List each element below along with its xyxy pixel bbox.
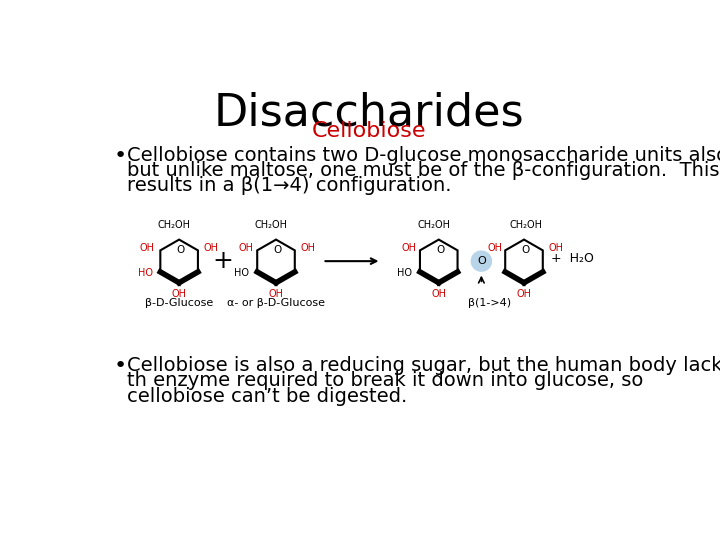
Text: •: • [113,356,127,376]
Text: O: O [274,245,282,255]
Text: OH: OH [548,243,563,253]
Circle shape [472,251,492,271]
Text: OH: OH [238,243,253,253]
Text: results in a β(1→4) configuration.: results in a β(1→4) configuration. [127,177,451,195]
Text: CH₂OH: CH₂OH [255,220,288,231]
Text: OH: OH [140,243,155,253]
Text: +: + [213,249,234,273]
Text: HO: HO [397,268,413,279]
Text: OH: OH [203,243,218,253]
Text: OH: OH [171,289,186,299]
Text: •: • [113,146,127,166]
Text: CH₂OH: CH₂OH [418,220,451,231]
Text: α- or β-D-Glucose: α- or β-D-Glucose [227,298,325,308]
Text: O: O [176,245,185,255]
Text: CH₂OH: CH₂OH [509,220,542,231]
Text: O: O [477,256,486,266]
Text: Cellobiose: Cellobiose [312,121,426,141]
Text: HO: HO [138,268,153,279]
Text: CH₂OH: CH₂OH [158,220,191,231]
Text: β(1->4): β(1->4) [467,298,510,308]
Text: OH: OH [488,243,503,253]
Text: O: O [521,245,530,255]
Text: HO: HO [235,268,249,279]
Text: OH: OH [401,243,416,253]
Text: OH: OH [300,243,315,253]
Text: but unlike maltose, one must be of the β-configuration.  This: but unlike maltose, one must be of the β… [127,161,720,180]
Text: +  H₂O: + H₂O [551,252,593,265]
Text: OH: OH [269,289,284,299]
Text: th enzyme required to break it down into glucose, so: th enzyme required to break it down into… [127,372,644,390]
Text: Disaccharides: Disaccharides [214,92,524,135]
Text: β-D-Glucose: β-D-Glucose [145,298,213,308]
Text: Cellobiose is also a reducing sugar, but the human body lacks: Cellobiose is also a reducing sugar, but… [127,356,720,375]
Text: O: O [436,245,444,255]
Text: OH: OH [516,289,531,299]
Text: cellobiose can’t be digested.: cellobiose can’t be digested. [127,387,408,406]
Text: OH: OH [431,289,446,299]
Text: Cellobiose contains two D-glucose monosaccharide units also,: Cellobiose contains two D-glucose monosa… [127,146,720,165]
